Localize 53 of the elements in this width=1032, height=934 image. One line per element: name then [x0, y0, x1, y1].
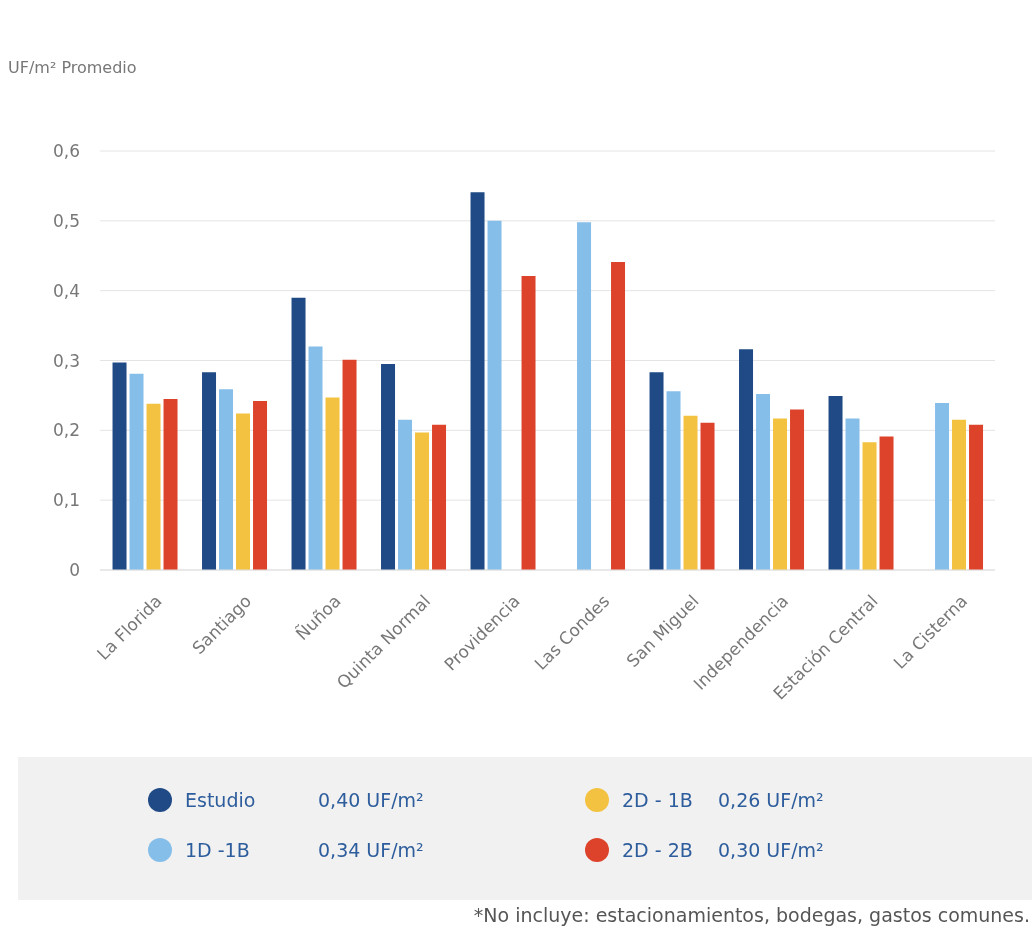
text: 0,40 UF/m²	[318, 789, 424, 811]
y-tick-label: 0,2	[52, 420, 80, 441]
y-tick-label: 0,3	[52, 350, 80, 371]
bar	[129, 373, 144, 570]
bar	[756, 394, 771, 570]
bar	[790, 409, 805, 570]
bar	[470, 192, 485, 570]
bar	[879, 436, 894, 570]
bar	[969, 424, 984, 570]
bar	[649, 372, 664, 570]
text: 0,26 UF/m²	[718, 789, 824, 811]
bar	[611, 262, 626, 570]
legend-label: 2D - 2B	[622, 839, 694, 861]
legend-label: 2D - 1B	[622, 789, 694, 811]
bar	[112, 362, 127, 570]
bar	[683, 415, 698, 570]
bar	[415, 432, 430, 570]
bar	[935, 403, 950, 570]
bar	[773, 418, 788, 570]
bar	[381, 363, 396, 570]
y-tick-label: 0,5	[52, 210, 80, 231]
y-tick-label: 0	[69, 560, 80, 581]
text: 0,34 UF/m²	[318, 839, 424, 861]
text: *No incluye: estacionamientos, bodegas, gastos comunes.	[473, 904, 1030, 926]
legend-label: Estudio	[185, 789, 257, 811]
bar	[845, 418, 860, 570]
bar	[521, 276, 536, 570]
bar	[325, 397, 340, 570]
bar	[202, 372, 217, 570]
text: 0,30 UF/m²	[718, 839, 824, 861]
bar	[700, 422, 715, 570]
bar	[219, 389, 234, 570]
bar	[342, 359, 357, 570]
bar	[398, 419, 413, 570]
bar	[952, 419, 967, 570]
y-axis-title: UF/m² Promedio	[8, 58, 137, 77]
bar	[432, 424, 447, 570]
bar	[739, 349, 754, 570]
bar	[862, 442, 877, 570]
bar	[487, 220, 502, 570]
bar	[146, 403, 161, 570]
bar	[291, 297, 306, 570]
bar	[577, 222, 592, 570]
bar	[253, 401, 268, 570]
y-tick-label: 0,1	[52, 490, 80, 511]
y-tick-label: 0,6	[52, 141, 80, 162]
legend-label: 1D -1B	[185, 839, 251, 861]
bar	[308, 346, 323, 570]
bar	[163, 398, 178, 570]
bar	[236, 413, 251, 570]
bar	[666, 391, 681, 570]
y-tick-label: 0,4	[52, 280, 80, 301]
bar	[828, 396, 843, 570]
